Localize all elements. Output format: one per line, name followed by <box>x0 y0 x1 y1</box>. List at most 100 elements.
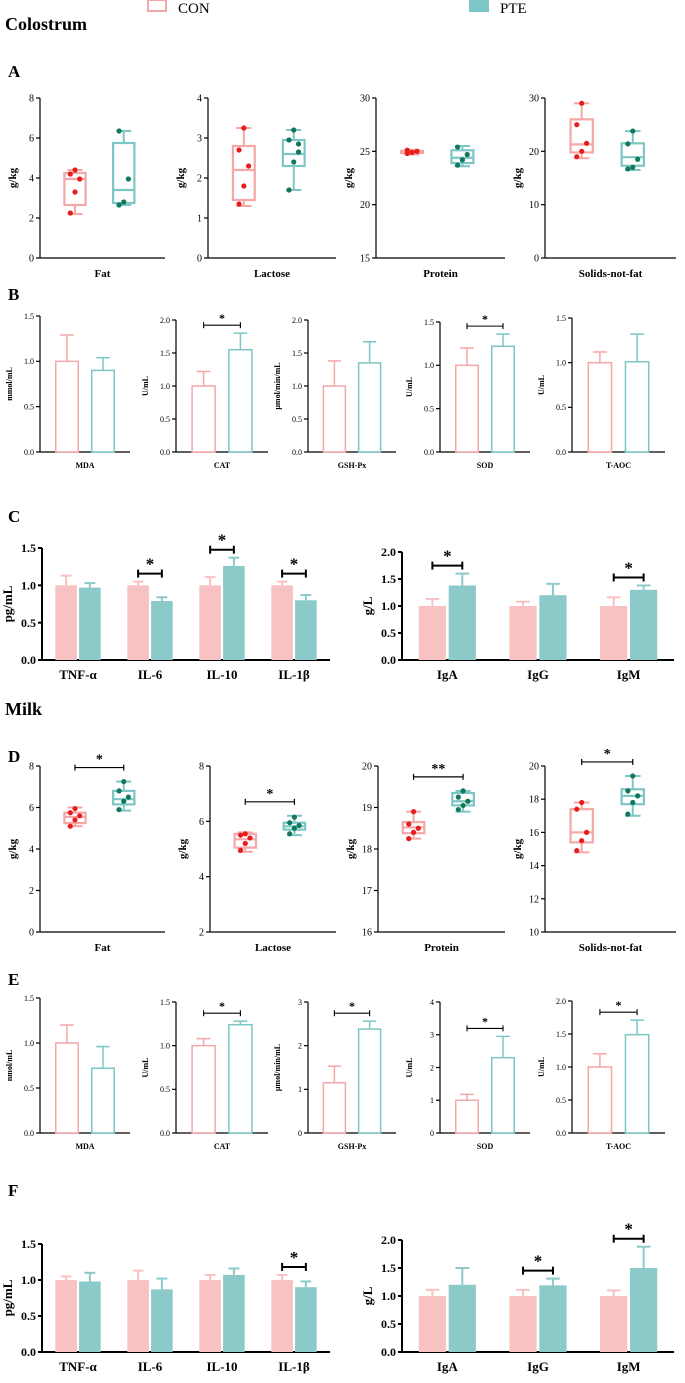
panel-letter-b: B <box>8 285 19 304</box>
y-tick-label: 8 <box>29 94 34 105</box>
category-label: IL-6 <box>138 1359 163 1374</box>
y-tick-label: 1 <box>197 214 202 225</box>
data-point <box>635 793 641 799</box>
y-tick-label: 0 <box>298 1129 302 1138</box>
significance-label: * <box>219 999 225 1013</box>
category-label: IL-10 <box>206 667 237 682</box>
bar-pte <box>624 1019 650 1134</box>
y-axis-label: g/L <box>360 1286 375 1305</box>
bar <box>91 369 115 453</box>
data-point <box>67 823 73 829</box>
data-point <box>464 151 470 158</box>
significance-label: * <box>218 531 227 550</box>
y-axis-label: U/mL <box>537 1057 546 1077</box>
y-tick-label: 1.5 <box>556 314 566 323</box>
data-point <box>579 838 585 844</box>
bar-con <box>455 347 479 453</box>
chart-d4: 10 12 14 16 18 20 g/kg Solids-not-fat * <box>512 747 676 954</box>
bar <box>357 1028 382 1134</box>
data-point <box>460 788 466 794</box>
y-tick-label: 2.0 <box>381 1233 396 1247</box>
y-tick-label: 1.5 <box>556 1030 566 1039</box>
bar-pte <box>491 333 515 453</box>
bar-con <box>191 1037 216 1134</box>
bar <box>600 606 628 660</box>
y-axis-label: U/mL <box>537 375 546 395</box>
bar-pte <box>624 333 650 453</box>
bar-pte <box>491 1035 515 1134</box>
y-axis-label: g/kg <box>512 838 524 859</box>
y-tick-label: 0 <box>197 254 202 265</box>
data-point <box>625 141 631 147</box>
y-tick-label: 2 <box>430 1063 434 1072</box>
data-point <box>287 831 293 837</box>
series-pte <box>79 556 317 660</box>
box-con <box>401 809 426 842</box>
x-axis-label: Lactose <box>255 942 291 954</box>
data-point <box>574 154 580 160</box>
y-tick-label: 1.5 <box>21 541 36 555</box>
y-tick-label: 0.5 <box>24 1084 34 1093</box>
section-title-colostrum: Colostrum <box>5 14 87 34</box>
x-axis-label: Fat <box>95 942 111 954</box>
y-tick-label: 18 <box>362 845 372 856</box>
category-label: IgA <box>437 1359 459 1374</box>
y-tick-label: 18 <box>529 795 539 806</box>
bar-pte <box>228 332 253 453</box>
data-point <box>406 836 412 842</box>
category-label: IL-1β <box>278 667 310 682</box>
y-tick-label: 0 <box>430 1129 434 1138</box>
y-tick-label: 1.5 <box>424 318 434 327</box>
legend-item-pte: PTE <box>469 0 527 17</box>
chart-b3: 0.0 0.5 1.0 1.5 2.0 μmol/min/mL GSH-Px <box>273 316 396 470</box>
section-title-milk: Milk <box>5 699 42 719</box>
significance-label: * <box>482 1014 488 1028</box>
bar-pte <box>357 341 382 453</box>
x-axis-label: CAT <box>214 461 231 470</box>
bar <box>448 1284 476 1352</box>
x-axis-label: Lactose <box>254 268 290 280</box>
data-point <box>72 805 78 812</box>
y-tick-label: 0.5 <box>160 415 170 424</box>
y-tick-label: 0.0 <box>24 448 34 457</box>
significance-label: * <box>219 311 225 325</box>
box-con <box>63 805 87 829</box>
bar <box>418 606 446 660</box>
y-tick-label: 1.0 <box>381 1289 396 1303</box>
y-tick-label: 16 <box>362 928 372 939</box>
chart-a3: 15 20 25 30 g/kg Protein <box>343 94 505 280</box>
significance-label: * <box>616 998 622 1012</box>
x-axis-label: Fat <box>95 268 111 280</box>
panel-letter-a: A <box>8 62 21 81</box>
y-tick-label: 0.0 <box>160 1129 170 1138</box>
y-tick-label: 0.0 <box>424 448 434 457</box>
y-tick-label: 0.5 <box>381 1317 396 1331</box>
significance-label: * <box>624 1220 633 1239</box>
y-tick-label: 0.0 <box>21 1345 36 1359</box>
significance-label: * <box>604 747 611 762</box>
y-tick-label: 1.0 <box>556 358 566 367</box>
data-point <box>246 163 252 169</box>
category-label: IgM <box>617 667 641 682</box>
data-point <box>295 149 302 155</box>
data-point <box>77 176 83 182</box>
y-tick-label: 1.0 <box>21 1273 36 1287</box>
bar-con <box>587 351 613 453</box>
data-point <box>574 848 580 854</box>
y-tick-label: 20 <box>529 147 539 158</box>
data-point <box>574 122 580 128</box>
category-label: IL-6 <box>138 667 163 682</box>
x-axis-label: Solids-not-fat <box>579 942 643 954</box>
y-axis-label: g/kg <box>343 167 355 188</box>
box-iqr <box>620 142 646 167</box>
data-point <box>67 810 73 816</box>
y-tick-label: 2 <box>298 1041 302 1050</box>
data-point <box>455 806 461 813</box>
y-tick-label: 6 <box>199 817 204 828</box>
y-tick-label: 6 <box>29 803 34 814</box>
significance-label: * <box>266 787 273 802</box>
bar <box>127 585 149 660</box>
data-point <box>237 847 244 853</box>
